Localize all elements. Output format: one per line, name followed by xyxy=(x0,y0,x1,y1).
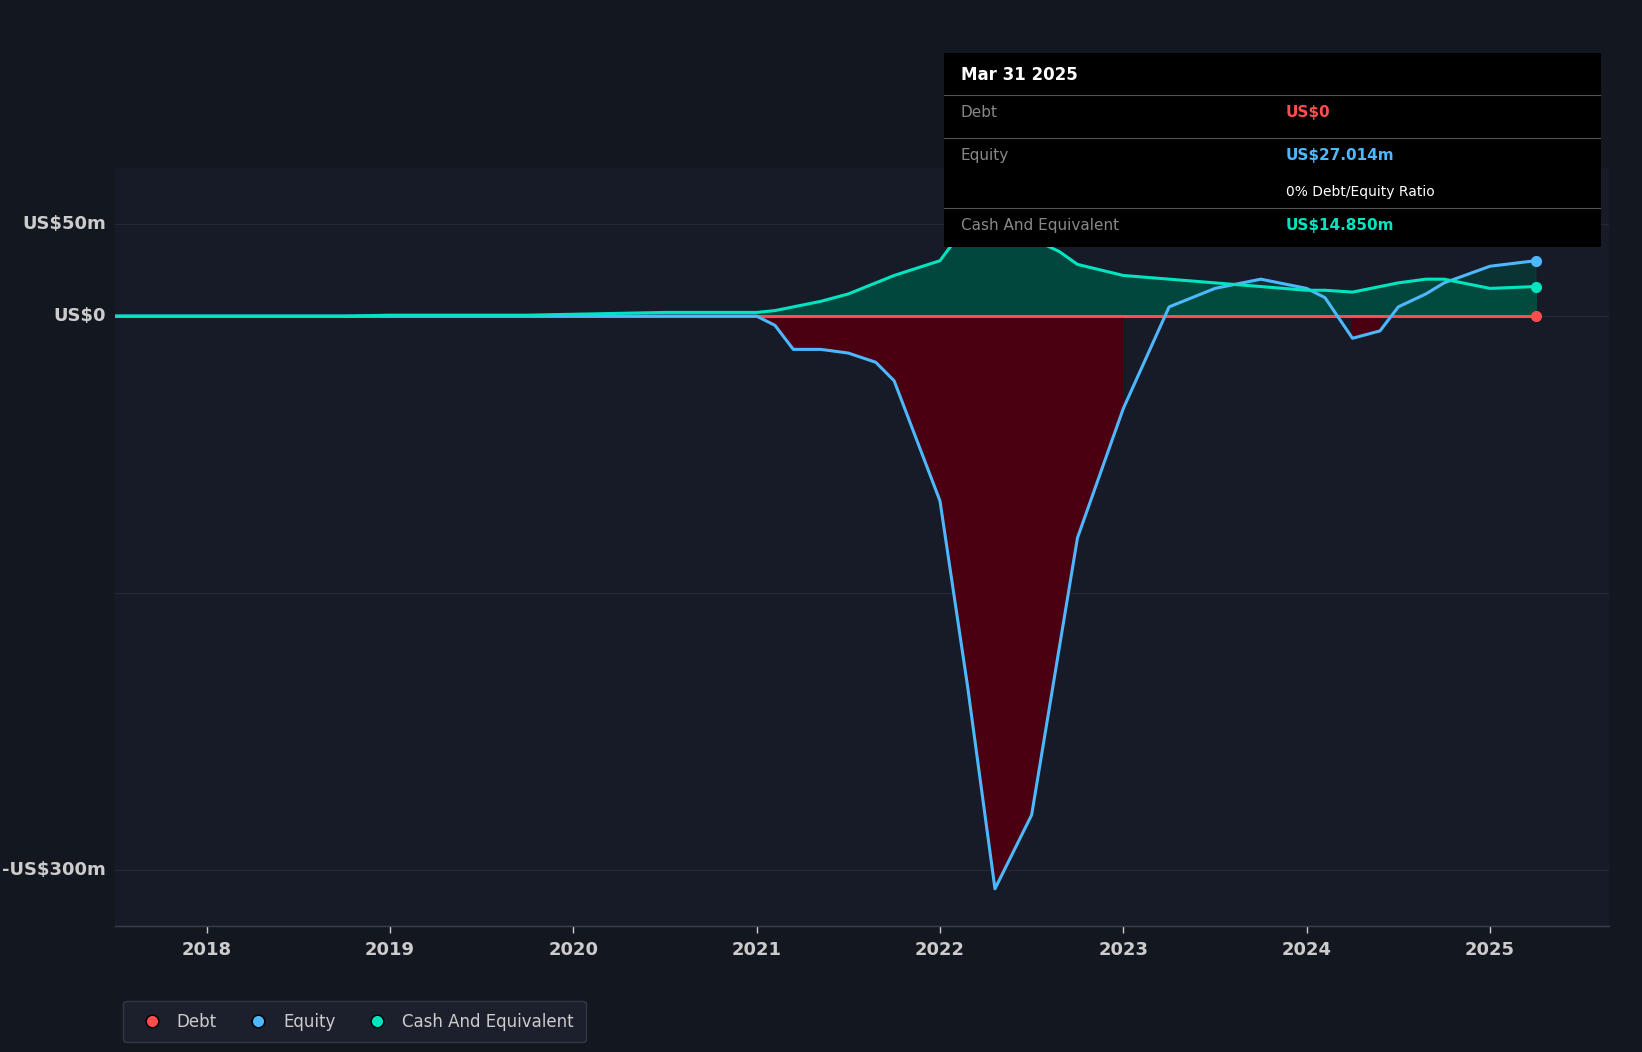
Text: Debt: Debt xyxy=(961,105,998,120)
Text: US$50m: US$50m xyxy=(21,215,105,232)
Legend: Debt, Equity, Cash And Equivalent: Debt, Equity, Cash And Equivalent xyxy=(123,1002,586,1043)
Text: US$27.014m: US$27.014m xyxy=(1286,148,1394,163)
Text: -US$300m: -US$300m xyxy=(2,862,105,879)
Text: US$0: US$0 xyxy=(1286,105,1330,120)
Text: Equity: Equity xyxy=(961,148,1008,163)
Text: 0% Debt/Equity Ratio: 0% Debt/Equity Ratio xyxy=(1286,185,1435,199)
Text: Cash And Equivalent: Cash And Equivalent xyxy=(961,218,1118,234)
Text: Mar 31 2025: Mar 31 2025 xyxy=(961,66,1077,84)
Text: US$0: US$0 xyxy=(53,307,105,325)
Text: US$14.850m: US$14.850m xyxy=(1286,218,1394,234)
